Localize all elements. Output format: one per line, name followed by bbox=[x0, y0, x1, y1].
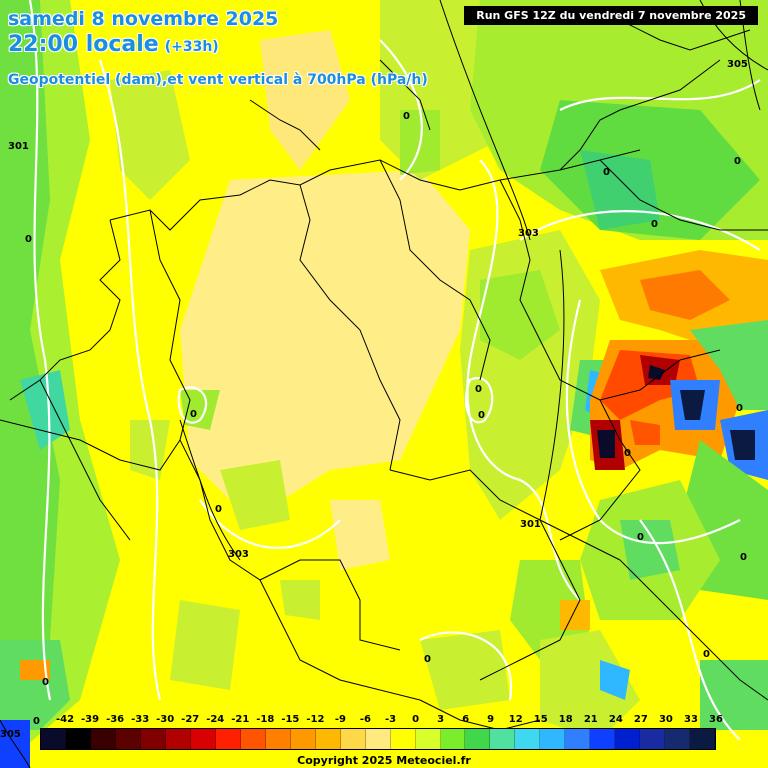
legend-swatch bbox=[115, 729, 141, 749]
vertical-wind-label: 0 bbox=[637, 532, 644, 543]
vertical-wind-label: 0 bbox=[478, 410, 485, 421]
legend-tick-label: 33 bbox=[683, 714, 698, 725]
legend-swatch bbox=[690, 729, 716, 749]
legend-swatch bbox=[415, 729, 441, 749]
legend-swatch bbox=[490, 729, 516, 749]
geopotential-label: 301 bbox=[8, 141, 29, 152]
legend-tick-label: 6 bbox=[462, 714, 470, 725]
color-legend: -42 -39 -36 -33 -30 -27 -24 -21 -18 -15 -12 -9 -6 -3 0… bbox=[40, 714, 723, 750]
run-info: Run GFS 12Z du vendredi 7 novembre 2025 bbox=[464, 6, 758, 25]
legend-tick-label: 30 bbox=[658, 714, 673, 725]
legend-tick-label: -42 bbox=[55, 714, 75, 725]
vertical-wind-label: 0 bbox=[42, 677, 49, 688]
forecast-date: samedi 8 novembre 2025 bbox=[8, 8, 279, 30]
vertical-wind-label: 0 bbox=[624, 448, 631, 459]
vertical-wind-label: 0 bbox=[424, 654, 431, 665]
legend-tick-label: -27 bbox=[181, 714, 200, 725]
legend-swatch bbox=[215, 729, 241, 749]
legend-tick-label: 9 bbox=[487, 714, 495, 725]
legend-tick-label: 36 bbox=[709, 714, 723, 725]
vertical-wind-label: 0 bbox=[703, 649, 710, 660]
legend-tick-label: -15 bbox=[281, 714, 300, 725]
legend-swatch bbox=[565, 729, 591, 749]
legend-tick-label: -3 bbox=[384, 714, 397, 725]
vertical-wind-label: 0 bbox=[651, 219, 658, 230]
legend-tick-label: 24 bbox=[608, 714, 623, 725]
legend-tick-label: -9 bbox=[334, 714, 346, 725]
legend-tick-label: 3 bbox=[437, 714, 445, 725]
vertical-wind-label: 0 bbox=[740, 552, 747, 563]
legend-ticks: -42 -39 -36 -33 -30 -27 -24 -21 -18 -15 -12 -9 -6 -3 0… bbox=[40, 714, 723, 728]
legend-swatch bbox=[340, 729, 366, 749]
legend-swatch bbox=[240, 729, 266, 749]
legend-swatch bbox=[190, 729, 216, 749]
geopotential-label: 303 bbox=[518, 228, 539, 239]
vertical-wind-label: 0 bbox=[190, 409, 197, 420]
vertical-wind-label: 0 bbox=[734, 156, 741, 167]
legend-swatch bbox=[90, 729, 116, 749]
legend-swatch bbox=[290, 729, 316, 749]
geopotential-label: 303 bbox=[228, 549, 249, 560]
legend-swatch bbox=[640, 729, 666, 749]
legend-tick-label: -30 bbox=[156, 714, 175, 725]
geopotential-label: 305 bbox=[727, 59, 748, 70]
legend-tick-label: 15 bbox=[533, 714, 548, 725]
legend-swatch bbox=[41, 729, 66, 749]
vertical-wind-label: 0 bbox=[403, 111, 410, 122]
legend-swatch bbox=[540, 729, 566, 749]
legend-tick-label: 21 bbox=[583, 714, 598, 725]
legend-tick-label: -39 bbox=[81, 714, 100, 725]
legend-swatch bbox=[390, 729, 416, 749]
legend-swatch bbox=[615, 729, 641, 749]
forecast-time: 22:00 locale (+33h) bbox=[8, 32, 219, 57]
legend-tick-label: -33 bbox=[131, 714, 150, 725]
legend-swatch bbox=[665, 729, 691, 749]
legend-tick-label: 0 bbox=[412, 714, 420, 725]
legend-tick-label: 12 bbox=[508, 714, 523, 725]
forecast-time-value: 22:00 locale bbox=[8, 32, 159, 57]
legend-tick-label: -24 bbox=[206, 714, 225, 725]
forecast-offset: (+33h) bbox=[164, 39, 219, 55]
vertical-wind-label: 0 bbox=[603, 167, 610, 178]
vertical-wind-label: 0 bbox=[25, 234, 32, 245]
legend-swatch bbox=[315, 729, 341, 749]
legend-tick-label: -6 bbox=[359, 714, 372, 725]
legend-tick-label: 27 bbox=[633, 714, 648, 725]
geopotential-label: 301 bbox=[520, 519, 541, 530]
vertical-wind-label: 0 bbox=[33, 716, 40, 727]
legend-tick-label: 18 bbox=[558, 714, 573, 725]
geopotential-label: 305 bbox=[0, 729, 21, 740]
legend-swatch bbox=[65, 729, 91, 749]
legend-swatches bbox=[40, 728, 716, 750]
parameter-title: Geopotentiel (dam),et vent vertical à 70… bbox=[8, 72, 428, 88]
vertical-wind-label: 0 bbox=[215, 504, 222, 515]
copyright: Copyright 2025 Meteociel.fr bbox=[297, 754, 471, 767]
vertical-wind-label: 0 bbox=[475, 384, 482, 395]
legend-tick-label: -12 bbox=[306, 714, 325, 725]
legend-swatch bbox=[515, 729, 541, 749]
legend-swatch bbox=[265, 729, 291, 749]
legend-tick-label: -36 bbox=[106, 714, 125, 725]
legend-tick-label: -18 bbox=[256, 714, 275, 725]
legend-swatch bbox=[365, 729, 391, 749]
legend-swatch bbox=[140, 729, 166, 749]
legend-tick-label: -21 bbox=[231, 714, 250, 725]
vertical-wind-label: 0 bbox=[736, 403, 743, 414]
legend-swatch bbox=[440, 729, 466, 749]
legend-swatch bbox=[590, 729, 616, 749]
legend-swatch bbox=[165, 729, 191, 749]
legend-swatch bbox=[465, 729, 491, 749]
